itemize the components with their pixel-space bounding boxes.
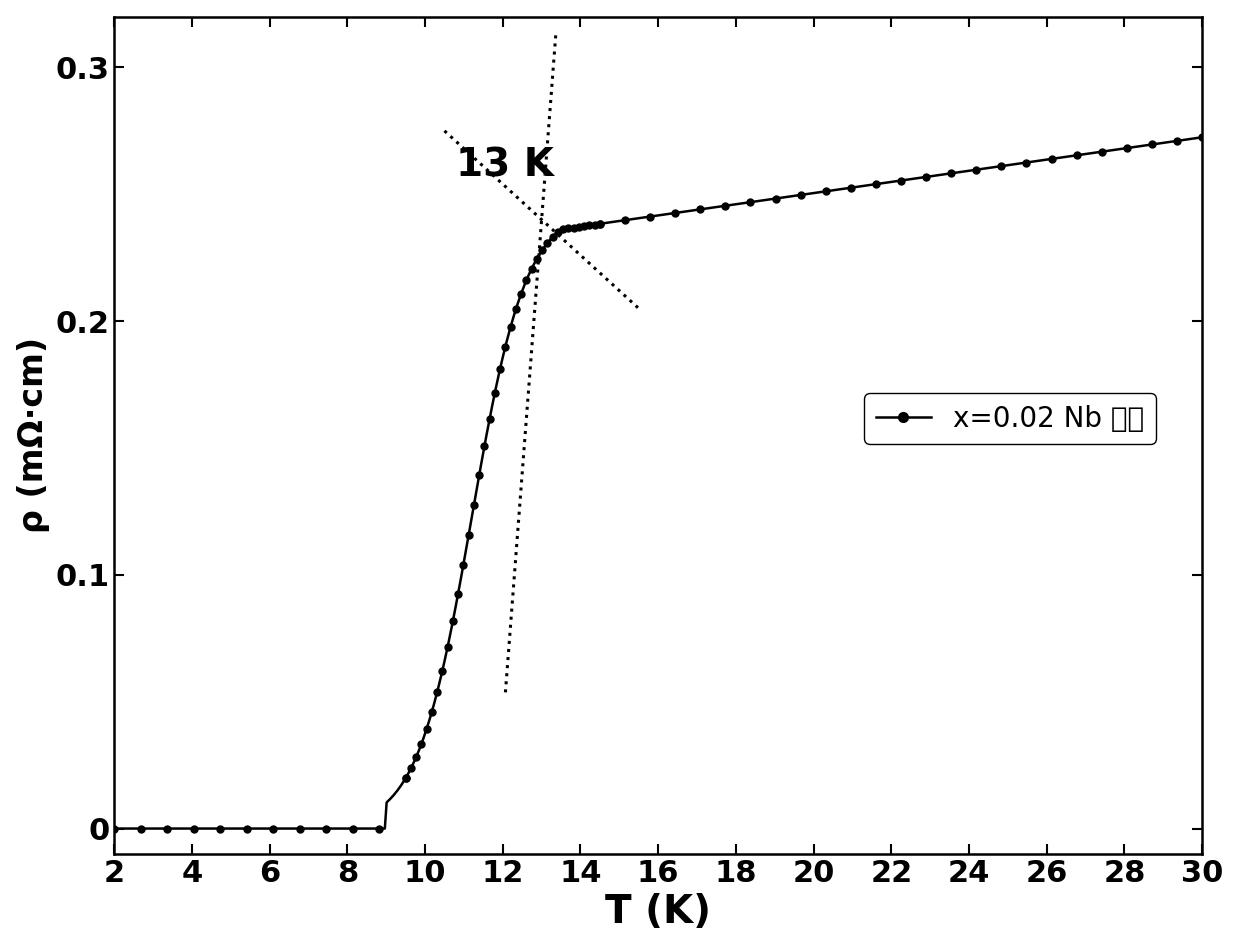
X-axis label: T (K): T (K) (605, 893, 712, 931)
Text: 13 K: 13 K (456, 147, 554, 185)
Legend: x=0.02 Nb 掺杂: x=0.02 Nb 掺杂 (864, 393, 1156, 444)
Y-axis label: ρ (mΩ·cm): ρ (mΩ·cm) (16, 337, 50, 534)
